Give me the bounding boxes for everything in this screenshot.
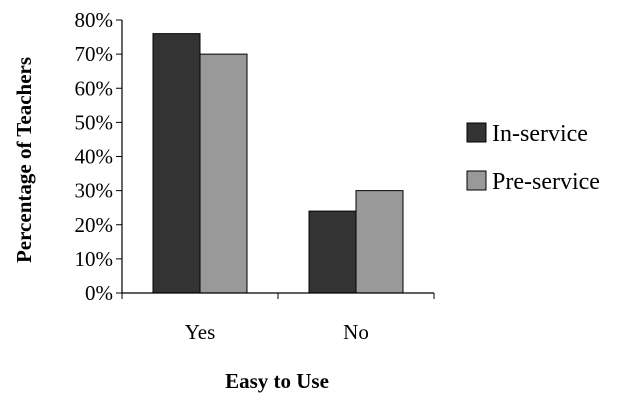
bars-group <box>152 33 404 294</box>
y-tick-label: 30% <box>75 179 114 203</box>
x-tick-label-yes: Yes <box>185 320 216 344</box>
y-tick-label: 80% <box>75 8 114 32</box>
bar-pre-service-no <box>355 190 404 294</box>
x-axis-title: Easy to Use <box>225 369 329 393</box>
bar-pre-service-yes <box>199 53 248 294</box>
legend-label-in-service: In-service <box>492 121 588 147</box>
legend: In-service Pre-service <box>466 121 600 195</box>
bar-in-service-no <box>308 210 357 294</box>
y-tick-label: 0% <box>85 281 113 305</box>
bar-in-service-yes <box>152 33 201 294</box>
y-ticks-group: 0% 10% 20% 30% 40% 50% 60% 70% 80% <box>75 8 122 305</box>
y-tick-label: 40% <box>75 145 114 169</box>
y-tick-label: 20% <box>75 213 114 237</box>
legend-label-pre-service: Pre-service <box>492 169 600 195</box>
x-tick-label-no: No <box>343 320 369 344</box>
y-tick-label: 50% <box>75 110 114 134</box>
legend-swatch-in-service <box>466 122 487 143</box>
y-tick-label: 60% <box>75 76 114 100</box>
y-axis-title: Percentage of Teachers <box>12 57 36 263</box>
legend-swatch-pre-service <box>466 170 487 191</box>
y-tick-label: 10% <box>75 247 114 271</box>
x-ticks-group: Yes No <box>121 293 435 344</box>
y-tick-label: 70% <box>75 42 114 66</box>
